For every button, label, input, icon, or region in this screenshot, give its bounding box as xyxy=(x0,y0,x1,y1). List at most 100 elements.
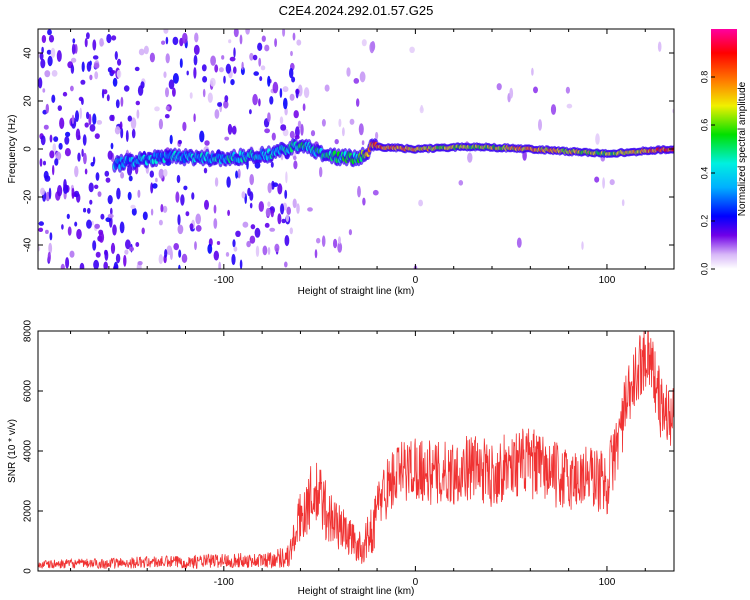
spectrogram-cell xyxy=(116,69,122,79)
spectrogram-cell xyxy=(296,39,302,46)
spectrogram-cell xyxy=(123,254,127,267)
spectrogram-cell xyxy=(338,118,342,128)
spectrogram-cell xyxy=(117,58,122,66)
spectrogram-cell xyxy=(95,172,100,181)
spectrogram-cell xyxy=(111,35,117,41)
spectrogram-cell xyxy=(357,185,361,198)
spectrogram-cell xyxy=(321,235,326,247)
spectrogram-cell xyxy=(533,86,538,94)
spectrogram-cell xyxy=(204,199,209,210)
spectrogram-cell xyxy=(45,229,49,234)
spectrogram-cell xyxy=(259,76,263,82)
colorbar-tick-label: 0.2 xyxy=(699,215,709,228)
spectrogram-cell xyxy=(621,199,625,207)
spectrogram-cell xyxy=(50,47,56,59)
spectrogram-cell xyxy=(516,237,522,248)
spectrogram-cell xyxy=(155,177,158,183)
spectrogram-cell xyxy=(94,71,99,80)
spectrogram-cell xyxy=(163,169,168,177)
spectrogram-cell xyxy=(163,29,169,34)
spectrogram-cell xyxy=(127,191,132,201)
spectrogram-cell xyxy=(40,187,45,196)
spectrogram-cell xyxy=(65,257,70,269)
spectrogram-cell xyxy=(143,45,149,55)
spectrogram-cell xyxy=(53,136,59,142)
spectrogram-cell xyxy=(458,180,464,186)
spectrogram-cell xyxy=(111,114,115,122)
spectrogram-cell xyxy=(88,182,94,193)
spectrogram-cell xyxy=(51,70,58,77)
spectrogram-cell xyxy=(166,245,173,255)
spectrogram-cell xyxy=(81,61,85,73)
spectrogram-cell xyxy=(657,41,662,52)
spectrogram-cell xyxy=(158,118,163,130)
spectrogram-cell xyxy=(128,175,133,182)
spectrogram-cell xyxy=(114,51,118,60)
spectrogram-cell xyxy=(242,221,249,228)
spectrogram-cell xyxy=(38,77,43,89)
spectrogram-cell xyxy=(163,71,167,78)
spectrogram-cell xyxy=(70,57,77,63)
spectrogram-cell xyxy=(292,198,297,209)
spectrogram-cell xyxy=(538,119,542,131)
spectrogram-cell xyxy=(173,243,179,251)
colorbar: 0.0 0.2 0.4 0.6 0.8 Normalized spectral ampl… xyxy=(699,29,748,275)
spectrogram-cell xyxy=(221,55,225,60)
spectrogram-cell xyxy=(230,79,235,86)
spectrogram-cell xyxy=(52,164,55,176)
x-tick-label: -100 xyxy=(214,577,234,588)
spectrogram-cell xyxy=(154,106,160,112)
spectrogram-cell xyxy=(359,71,366,83)
spectrogram-cell xyxy=(246,240,251,248)
spectrogram-cell xyxy=(94,184,99,189)
spectrogram-cell xyxy=(86,32,90,40)
spectrogram-cell xyxy=(218,67,224,73)
spectrogram-cell xyxy=(71,114,75,125)
spectrogram-cell xyxy=(82,134,87,146)
spectrogram-cell xyxy=(78,96,84,102)
spectrogram-cell xyxy=(40,135,46,146)
spectrogram-cell xyxy=(112,77,118,87)
spectrogram-cell xyxy=(226,176,231,188)
spectrogram-cell xyxy=(194,241,197,251)
figure-title: C2E4.2024.292.01.57.G25 xyxy=(279,3,434,18)
spectrogram-cell xyxy=(99,38,104,47)
spectrogram-cell xyxy=(41,35,47,43)
spectrogram-cell xyxy=(295,88,299,99)
spectrogram-cell xyxy=(233,29,239,38)
spectrogram-cell xyxy=(141,227,145,235)
spectrogram-cell xyxy=(127,164,133,176)
spectrogram-cell xyxy=(270,209,274,218)
y-tick-label: 0 xyxy=(23,568,34,574)
spectrogram-cell xyxy=(175,191,180,203)
spectrogram-cell xyxy=(213,218,218,229)
spectrogram-cell xyxy=(302,103,306,111)
spectrogram-cell xyxy=(594,176,600,183)
spectrogram-cell xyxy=(296,203,300,214)
spectrogram-cell xyxy=(229,56,236,62)
spectrogram-cell xyxy=(70,64,75,74)
spectrogram-cell xyxy=(84,38,88,48)
spectrogram-cell xyxy=(86,111,90,120)
spectrogram-cell xyxy=(224,136,230,141)
spectrogram-cell xyxy=(94,223,100,229)
spectrogram-cell xyxy=(231,253,236,266)
spectrogram-cell xyxy=(178,249,182,258)
spectrogram-cell xyxy=(40,58,46,69)
spectrogram-cell xyxy=(214,177,219,187)
spectrogram-cell xyxy=(293,160,298,170)
spectrogram-cell xyxy=(362,197,366,206)
spectrogram-cell xyxy=(338,236,341,245)
spectrogram-cell xyxy=(130,117,137,130)
spectrogram-cell xyxy=(258,201,264,212)
spectrogram-cell xyxy=(55,151,62,161)
spectrogram-cell xyxy=(372,189,379,196)
spectrogram-cell xyxy=(98,231,105,243)
y-tick-label: 20 xyxy=(23,95,34,107)
spectrogram-cell xyxy=(92,113,97,125)
spectrogram-cell xyxy=(104,249,109,261)
spectrogram-cell xyxy=(130,204,136,209)
spectrogram-cell xyxy=(38,221,44,226)
spectrogram-cell xyxy=(47,55,53,67)
